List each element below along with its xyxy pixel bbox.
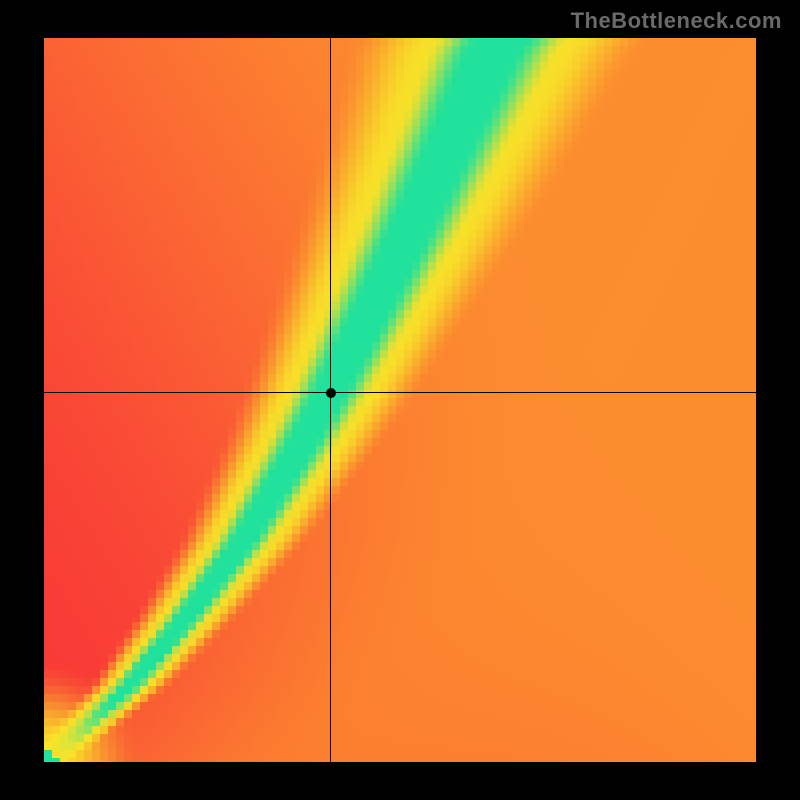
heatmap-canvas — [44, 38, 756, 762]
watermark: TheBottleneck.com — [571, 8, 782, 34]
bottleneck-marker — [326, 388, 336, 398]
crosshair-horizontal — [44, 392, 756, 393]
heatmap-plot-area — [44, 38, 756, 762]
crosshair-vertical — [330, 38, 331, 762]
